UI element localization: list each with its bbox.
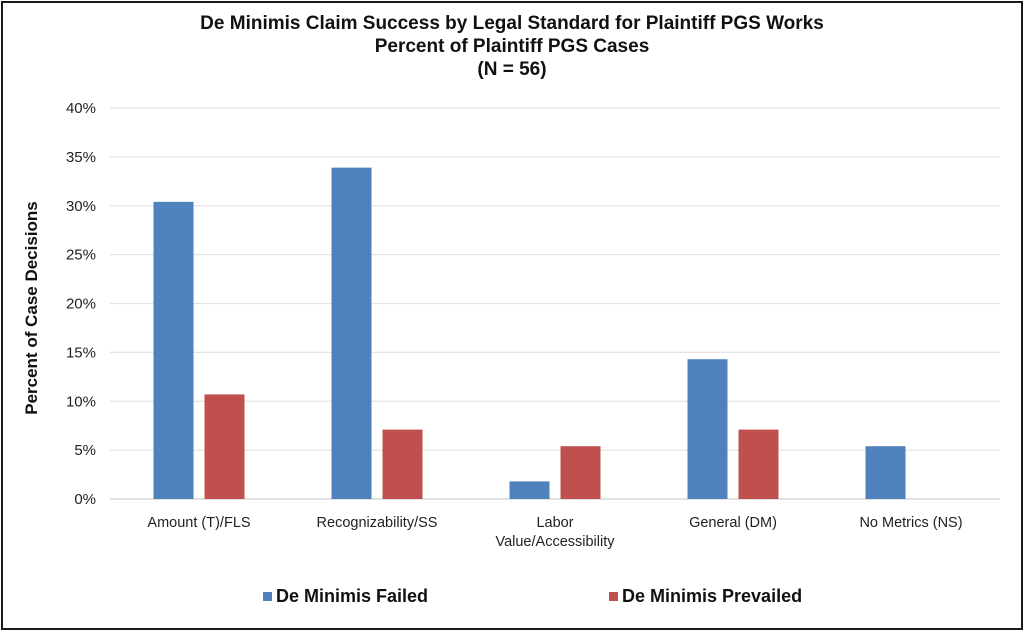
x-tick-label: General (DM) <box>689 515 777 531</box>
legend-item-prevailed: De Minimis Prevailed <box>609 586 802 607</box>
x-tick-label: Value/Accessibility <box>495 534 615 550</box>
legend-label-prevailed: De Minimis Prevailed <box>622 586 803 606</box>
y-tick-label: 20% <box>66 296 96 313</box>
x-tick-label: No Metrics (NS) <box>859 515 962 531</box>
bar-prevailed <box>382 429 423 499</box>
y-tick-label: 25% <box>66 247 96 264</box>
x-tick-label: Labor <box>536 515 573 531</box>
y-tick-label: 35% <box>66 149 96 166</box>
bar-failed <box>153 201 194 499</box>
y-tick-label: 15% <box>66 344 96 361</box>
y-tick-label: 30% <box>66 198 96 215</box>
y-tick-label: 5% <box>74 442 96 459</box>
bar-prevailed <box>738 429 779 499</box>
legend-swatch-prevailed <box>609 592 618 601</box>
bar-failed <box>687 359 728 499</box>
bar-failed <box>865 446 906 499</box>
legend-label-failed: De Minimis Failed <box>276 586 429 606</box>
x-tick-label: Recognizability/SS <box>317 515 438 531</box>
x-tick-label: Amount (T)/FLS <box>147 515 250 531</box>
legend-swatch-failed <box>263 592 272 601</box>
y-tick-label: 10% <box>66 393 96 410</box>
chart-title-line-2: Percent of Plaintiff PGS Cases <box>374 36 650 57</box>
y-tick-label: 0% <box>74 491 96 508</box>
bar-failed <box>509 481 550 499</box>
bar-prevailed <box>560 446 601 499</box>
bar-failed <box>331 167 372 499</box>
y-tick-label: 40% <box>66 100 96 117</box>
chart-title-line-3: (N = 56) <box>477 59 547 80</box>
legend-item-failed: De Minimis Failed <box>263 586 428 607</box>
chart-title-line-1: De Minimis Claim Success by Legal Standa… <box>200 13 824 34</box>
legend: De Minimis Failed De Minimis Prevailed <box>0 586 1024 608</box>
chart-title: De Minimis Claim Success by Legal Standa… <box>0 12 1024 81</box>
bar-prevailed <box>204 394 245 499</box>
